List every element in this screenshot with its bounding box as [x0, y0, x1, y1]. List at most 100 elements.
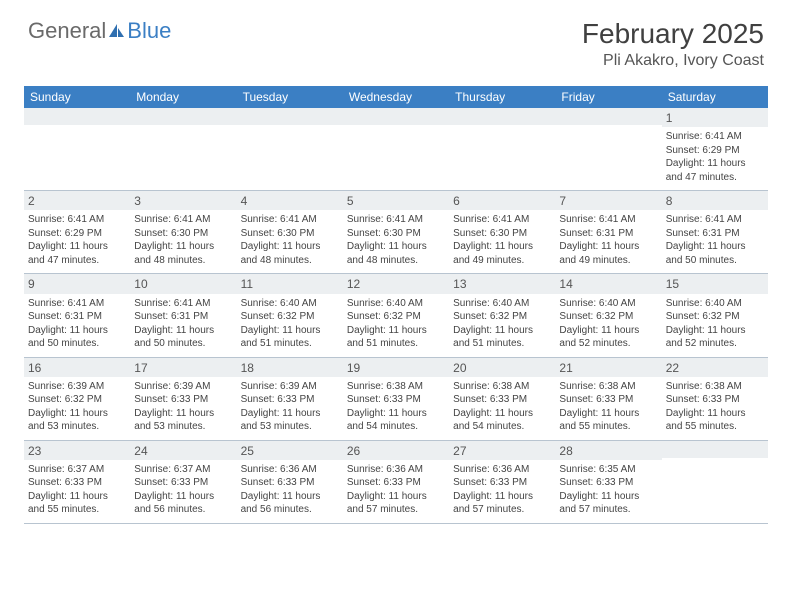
- daylight-text: and 55 minutes.: [28, 503, 126, 517]
- sunset-text: Sunset: 6:33 PM: [347, 476, 445, 490]
- weekday-header-row: Sunday Monday Tuesday Wednesday Thursday…: [24, 86, 768, 108]
- sunset-text: Sunset: 6:32 PM: [28, 393, 126, 407]
- daylight-text: Daylight: 11 hours: [666, 407, 764, 421]
- sunrise-text: Sunrise: 6:41 AM: [28, 213, 126, 227]
- day-number: 18: [237, 358, 343, 377]
- sunrise-text: Sunrise: 6:38 AM: [666, 380, 764, 394]
- sunrise-text: Sunrise: 6:41 AM: [241, 213, 339, 227]
- day-cell: 18Sunrise: 6:39 AMSunset: 6:33 PMDayligh…: [237, 358, 343, 440]
- day-number: 22: [662, 358, 768, 377]
- day-number: 17: [130, 358, 236, 377]
- sunset-text: Sunset: 6:30 PM: [347, 227, 445, 241]
- day-cell: 28Sunrise: 6:35 AMSunset: 6:33 PMDayligh…: [555, 441, 661, 523]
- day-cell: 11Sunrise: 6:40 AMSunset: 6:32 PMDayligh…: [237, 274, 343, 356]
- daylight-text: and 54 minutes.: [453, 420, 551, 434]
- day-number: [449, 108, 555, 125]
- sunset-text: Sunset: 6:33 PM: [134, 393, 232, 407]
- day-number: [130, 108, 236, 125]
- title-block: February 2025 Pli Akakro, Ivory Coast: [582, 18, 764, 70]
- day-number: 8: [662, 191, 768, 210]
- daylight-text: and 53 minutes.: [134, 420, 232, 434]
- daylight-text: and 50 minutes.: [666, 254, 764, 268]
- day-number: 23: [24, 441, 130, 460]
- daylight-text: and 57 minutes.: [559, 503, 657, 517]
- day-number: 13: [449, 274, 555, 293]
- sunrise-text: Sunrise: 6:41 AM: [134, 213, 232, 227]
- day-cell: 26Sunrise: 6:36 AMSunset: 6:33 PMDayligh…: [343, 441, 449, 523]
- sunrise-text: Sunrise: 6:38 AM: [347, 380, 445, 394]
- weekday-friday: Friday: [555, 86, 661, 108]
- weekday-sunday: Sunday: [24, 86, 130, 108]
- daylight-text: and 50 minutes.: [134, 337, 232, 351]
- day-number: [555, 108, 661, 125]
- daylight-text: and 53 minutes.: [241, 420, 339, 434]
- daylight-text: Daylight: 11 hours: [453, 407, 551, 421]
- day-number: 5: [343, 191, 449, 210]
- day-cell: 10Sunrise: 6:41 AMSunset: 6:31 PMDayligh…: [130, 274, 236, 356]
- daylight-text: Daylight: 11 hours: [134, 324, 232, 338]
- sunset-text: Sunset: 6:30 PM: [134, 227, 232, 241]
- sunrise-text: Sunrise: 6:41 AM: [453, 213, 551, 227]
- sunset-text: Sunset: 6:33 PM: [28, 476, 126, 490]
- weekday-tuesday: Tuesday: [237, 86, 343, 108]
- day-cell: 2Sunrise: 6:41 AMSunset: 6:29 PMDaylight…: [24, 191, 130, 273]
- day-number: 3: [130, 191, 236, 210]
- sunset-text: Sunset: 6:32 PM: [666, 310, 764, 324]
- daylight-text: and 55 minutes.: [666, 420, 764, 434]
- daylight-text: Daylight: 11 hours: [28, 407, 126, 421]
- day-cell: 19Sunrise: 6:38 AMSunset: 6:33 PMDayligh…: [343, 358, 449, 440]
- sunrise-text: Sunrise: 6:40 AM: [666, 297, 764, 311]
- sunrise-text: Sunrise: 6:35 AM: [559, 463, 657, 477]
- daylight-text: and 55 minutes.: [559, 420, 657, 434]
- daylight-text: Daylight: 11 hours: [241, 490, 339, 504]
- day-number: [24, 108, 130, 125]
- sunrise-text: Sunrise: 6:41 AM: [666, 213, 764, 227]
- daylight-text: Daylight: 11 hours: [134, 240, 232, 254]
- week-row: 2Sunrise: 6:41 AMSunset: 6:29 PMDaylight…: [24, 191, 768, 274]
- sunrise-text: Sunrise: 6:36 AM: [453, 463, 551, 477]
- day-cell: 9Sunrise: 6:41 AMSunset: 6:31 PMDaylight…: [24, 274, 130, 356]
- daylight-text: Daylight: 11 hours: [241, 324, 339, 338]
- day-cell: 8Sunrise: 6:41 AMSunset: 6:31 PMDaylight…: [662, 191, 768, 273]
- sunrise-text: Sunrise: 6:36 AM: [241, 463, 339, 477]
- day-cell: 14Sunrise: 6:40 AMSunset: 6:32 PMDayligh…: [555, 274, 661, 356]
- week-row: 23Sunrise: 6:37 AMSunset: 6:33 PMDayligh…: [24, 441, 768, 524]
- day-number: 11: [237, 274, 343, 293]
- sunset-text: Sunset: 6:33 PM: [241, 476, 339, 490]
- day-number: 28: [555, 441, 661, 460]
- daylight-text: Daylight: 11 hours: [666, 324, 764, 338]
- sunset-text: Sunset: 6:32 PM: [559, 310, 657, 324]
- daylight-text: Daylight: 11 hours: [241, 240, 339, 254]
- day-number: 25: [237, 441, 343, 460]
- day-cell: [449, 108, 555, 190]
- daylight-text: Daylight: 11 hours: [666, 157, 764, 171]
- sunset-text: Sunset: 6:31 PM: [134, 310, 232, 324]
- sunrise-text: Sunrise: 6:41 AM: [666, 130, 764, 144]
- day-cell: 6Sunrise: 6:41 AMSunset: 6:30 PMDaylight…: [449, 191, 555, 273]
- day-cell: [555, 108, 661, 190]
- sunrise-text: Sunrise: 6:40 AM: [347, 297, 445, 311]
- logo: General Blue: [28, 18, 171, 44]
- day-number: 2: [24, 191, 130, 210]
- daylight-text: and 52 minutes.: [559, 337, 657, 351]
- day-number: 19: [343, 358, 449, 377]
- day-cell: 24Sunrise: 6:37 AMSunset: 6:33 PMDayligh…: [130, 441, 236, 523]
- weekday-saturday: Saturday: [662, 86, 768, 108]
- day-number: 26: [343, 441, 449, 460]
- week-row: 1Sunrise: 6:41 AMSunset: 6:29 PMDaylight…: [24, 108, 768, 191]
- logo-text-general: General: [28, 18, 106, 44]
- weekday-monday: Monday: [130, 86, 236, 108]
- day-number: 1: [662, 108, 768, 127]
- location: Pli Akakro, Ivory Coast: [582, 52, 764, 70]
- daylight-text: Daylight: 11 hours: [347, 490, 445, 504]
- sunrise-text: Sunrise: 6:39 AM: [134, 380, 232, 394]
- week-row: 16Sunrise: 6:39 AMSunset: 6:32 PMDayligh…: [24, 358, 768, 441]
- daylight-text: and 56 minutes.: [241, 503, 339, 517]
- sunset-text: Sunset: 6:33 PM: [453, 476, 551, 490]
- sunrise-text: Sunrise: 6:40 AM: [241, 297, 339, 311]
- month-title: February 2025: [582, 18, 764, 50]
- logo-text-blue: Blue: [127, 18, 171, 44]
- sunrise-text: Sunrise: 6:38 AM: [453, 380, 551, 394]
- day-cell: 5Sunrise: 6:41 AMSunset: 6:30 PMDaylight…: [343, 191, 449, 273]
- header: General Blue February 2025 Pli Akakro, I…: [0, 0, 792, 78]
